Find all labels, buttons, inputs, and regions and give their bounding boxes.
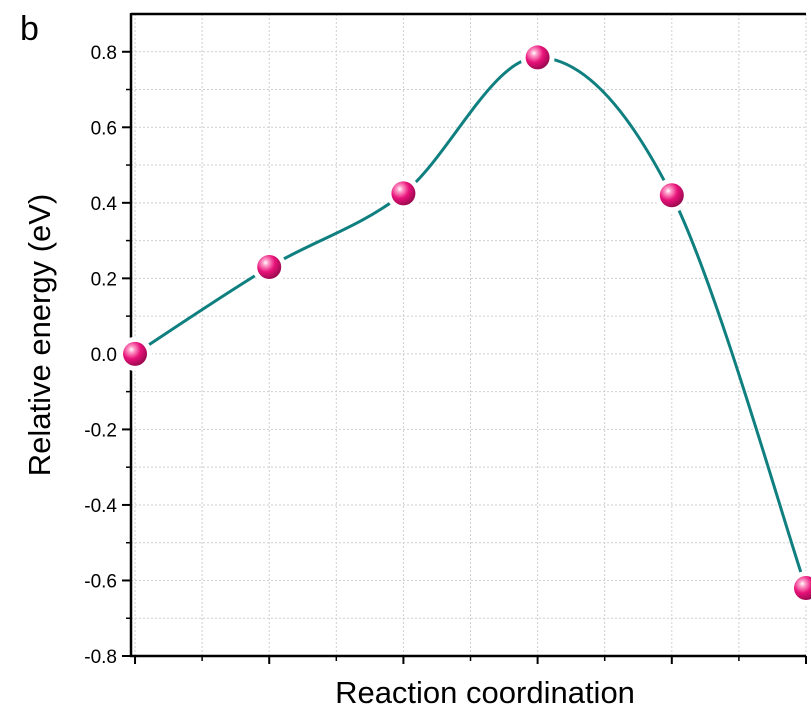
data-point-marker: [525, 45, 550, 70]
grid: [131, 13, 807, 657]
y-tick-label: 0.2: [91, 269, 117, 290]
data-point-marker: [659, 183, 684, 208]
data-point-marker: [123, 341, 148, 366]
y-tick-label: -0.8: [84, 647, 117, 668]
data-point-marker: [391, 181, 416, 206]
y-tick-label: 0.6: [91, 118, 117, 139]
y-tick-label: -0.2: [84, 420, 117, 441]
data-point-marker: [794, 576, 811, 601]
data-point: [654, 178, 689, 213]
data-point: [252, 250, 287, 285]
y-tick-label: -0.4: [84, 496, 117, 517]
panel-letter: b: [20, 10, 39, 48]
data-point-marker: [257, 255, 282, 280]
y-tick-label: 0.0: [91, 345, 117, 366]
data-point: [789, 571, 811, 606]
data-point: [118, 336, 153, 371]
y-tick-label: -0.6: [84, 571, 117, 592]
data-points: [118, 40, 811, 606]
axes: [122, 12, 807, 664]
y-axis-title: Relative energy (eV): [22, 194, 57, 477]
x-axis-title: Reaction coordination: [335, 675, 635, 710]
y-tick-label: 0.8: [91, 43, 117, 64]
data-point: [520, 40, 555, 75]
data-point: [386, 176, 421, 211]
y-tick-labels: -0.8 -0.6 -0.4 -0.2 0.0 0.2 0.4 0.6 0.8: [84, 43, 117, 668]
y-tick-label: 0.4: [91, 194, 118, 215]
